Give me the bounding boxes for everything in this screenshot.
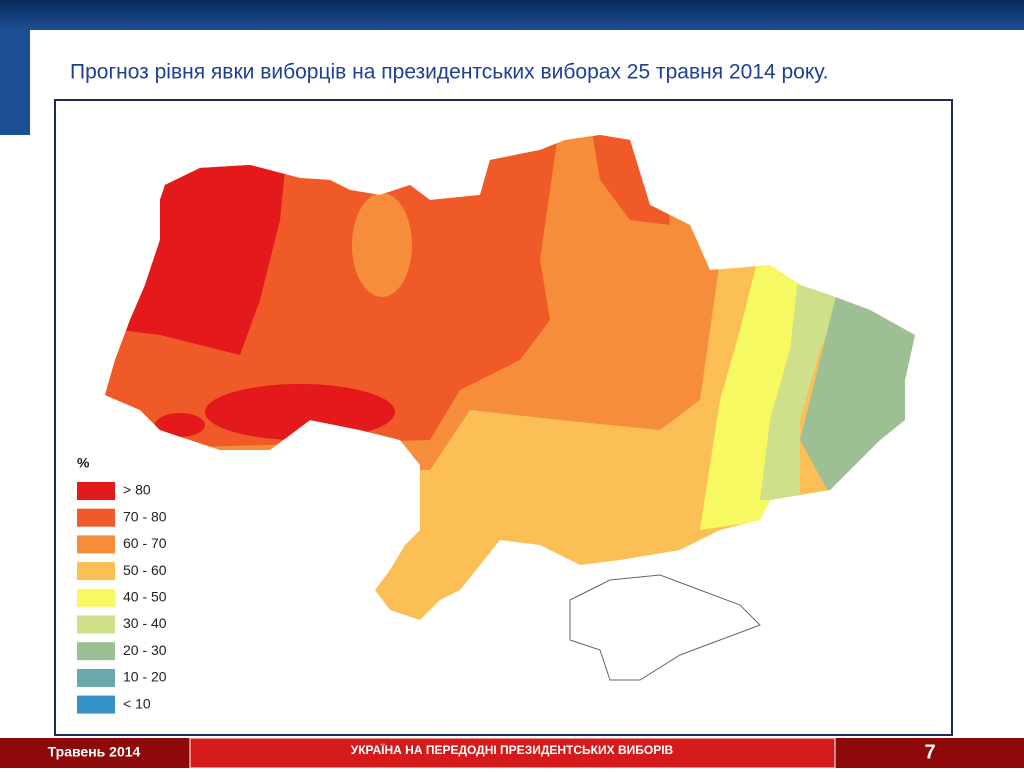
side-block [0, 30, 30, 135]
legend-label: 60 - 70 [123, 535, 167, 551]
footer-caption: УКРАЇНА НА ПЕРЕДОДНІ ПРЕЗИДЕНТСЬКИХ ВИБО… [351, 742, 674, 757]
legend-label: 10 - 20 [123, 669, 167, 685]
legend-swatch [77, 642, 115, 661]
top-band [0, 0, 1024, 30]
legend-swatch [77, 535, 115, 554]
legend-swatch [77, 562, 115, 581]
zone-over-80 [155, 413, 205, 437]
zone-30-40 [760, 260, 850, 500]
zone-over-80 [205, 384, 395, 440]
legend-label: 40 - 50 [123, 589, 167, 605]
legend-title: % [77, 455, 90, 471]
page-number: 7 [924, 741, 935, 763]
legend-swatch [77, 508, 115, 527]
zone-60-70 [352, 193, 412, 297]
legend-swatch [77, 588, 115, 607]
legend-label: 70 - 80 [123, 508, 167, 524]
legend-label: 50 - 60 [123, 562, 167, 578]
legend-label: < 10 [123, 695, 151, 711]
crimea [569, 574, 761, 681]
legend: > 80 70 - 80 60 - 70 50 - 60 40 - 50 30 - 40 2… [77, 482, 167, 714]
legend-swatch [77, 695, 115, 714]
slide-title: Прогноз рівня явки виборців на президент… [70, 61, 828, 84]
footer-date: Травень 2014 [48, 744, 141, 760]
zone-40-50 [700, 250, 810, 530]
legend-label: 20 - 30 [123, 642, 167, 658]
legend-swatch [77, 668, 115, 687]
legend-swatch [77, 482, 115, 500]
legend-label: 30 - 40 [123, 615, 167, 631]
legend-swatch [77, 615, 115, 634]
legend-label: > 80 [123, 482, 151, 498]
footer-caption-box [189, 737, 836, 769]
